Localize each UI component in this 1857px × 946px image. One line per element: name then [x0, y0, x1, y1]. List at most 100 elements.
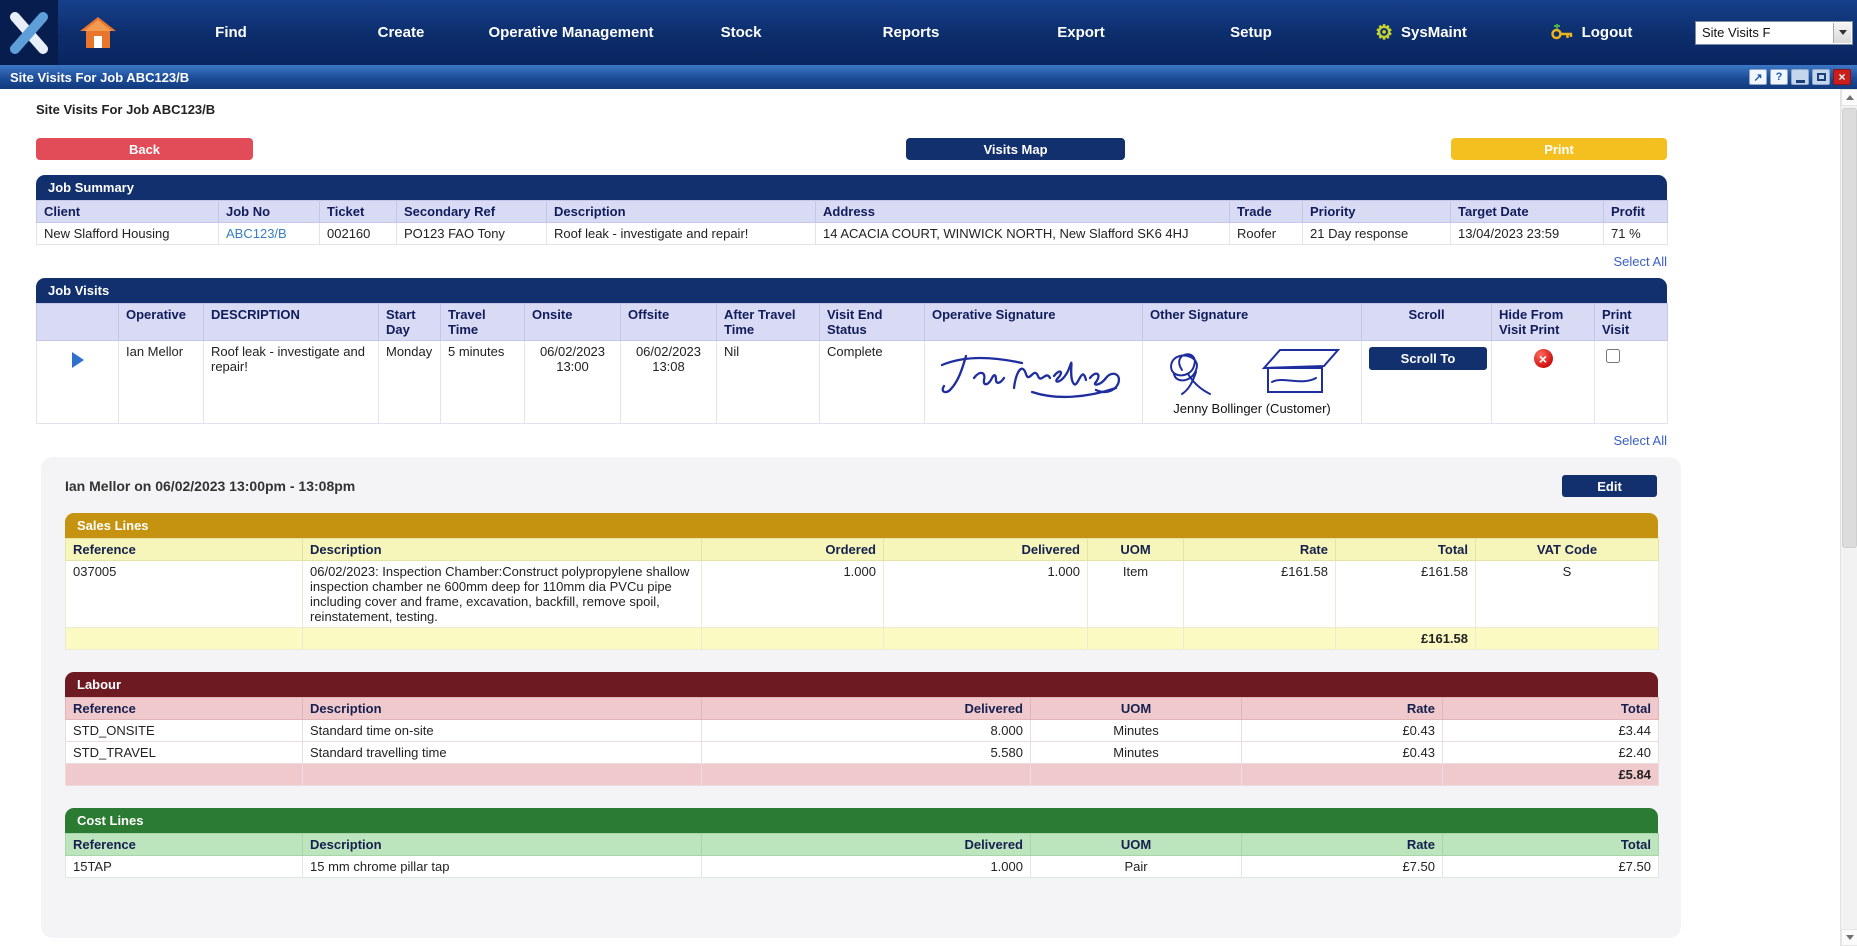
- job-visit-row: Ian Mellor Roof leak - investigate and r…: [36, 340, 1668, 424]
- cell-job-no: ABC123/B: [218, 222, 320, 245]
- select-all-link-2[interactable]: Select All: [1613, 433, 1667, 448]
- maximize-icon[interactable]: [1812, 69, 1830, 85]
- col-cost-delivered: Delivered: [701, 833, 1031, 856]
- nav-reports[interactable]: Reports: [882, 24, 940, 41]
- sales-lines-section: Sales Lines Reference Description Ordere…: [65, 513, 1659, 650]
- select-all-link[interactable]: Select All: [1613, 254, 1667, 269]
- cell-priority: 21 Day response: [1302, 222, 1451, 245]
- labour-description: Standard travelling time: [302, 741, 702, 764]
- col-sales-ordered: Ordered: [701, 538, 884, 561]
- col-onsite: Onsite: [524, 303, 621, 341]
- cost-line-total: £7.50: [1442, 855, 1659, 878]
- sales-uom: Item: [1087, 560, 1184, 628]
- labour-row: STD_TRAVEL Standard travelling time 5.58…: [65, 741, 1659, 764]
- cost-rate: £7.50: [1241, 855, 1443, 878]
- col-cost-rate: Rate: [1241, 833, 1443, 856]
- job-summary-section: Job Summary Client Job No Ticket Seconda…: [36, 175, 1668, 245]
- nav-logout[interactable]: Logout: [1506, 24, 1676, 41]
- visit-detail-title: Ian Mellor on 06/02/2023 13:00pm - 13:08…: [65, 478, 356, 494]
- job-no-link[interactable]: ABC123/B: [226, 226, 287, 241]
- edit-button[interactable]: Edit: [1562, 475, 1657, 497]
- window-title: Site Visits For Job ABC123/B: [10, 69, 190, 85]
- nav-sysmaint[interactable]: ⚙ SysMaint: [1336, 23, 1506, 43]
- nav-stock[interactable]: Stock: [720, 24, 762, 41]
- hide-from-print-icon[interactable]: ×: [1533, 349, 1553, 368]
- scrollbar-thumb[interactable]: [1842, 108, 1857, 548]
- col-visit-description: DESCRIPTION: [203, 303, 379, 341]
- scroll-down-glyph: [1845, 935, 1854, 940]
- col-sales-total: Total: [1335, 538, 1476, 561]
- scroll-to-button[interactable]: Scroll To: [1369, 347, 1487, 370]
- labour-grand-total: £5.84: [1442, 763, 1659, 786]
- nav-logout-label: Logout: [1581, 24, 1633, 41]
- action-bar: Back Visits Map Print: [36, 138, 1667, 160]
- col-target-date: Target Date: [1450, 200, 1604, 223]
- sales-description: 06/02/2023: Inspection Chamber:Construct…: [302, 560, 702, 628]
- nav-export[interactable]: Export: [1057, 24, 1105, 41]
- cell-expand: [36, 340, 119, 424]
- sales-total-spacer-4: [883, 627, 1088, 650]
- context-dropdown[interactable]: Site Visits F: [1695, 20, 1853, 45]
- sales-vat-code: S: [1475, 560, 1659, 628]
- labour-total-spacer-5: [1241, 763, 1443, 786]
- col-other-signature: Other Signature: [1142, 303, 1362, 341]
- expand-visit-arrow-icon[interactable]: [71, 352, 84, 368]
- chevron-down-icon[interactable]: [1833, 22, 1851, 43]
- minimize-icon[interactable]: [1791, 69, 1809, 85]
- labour-rate: £0.43: [1241, 741, 1443, 764]
- home-icon-glyph: [80, 17, 116, 48]
- vertical-scrollbar[interactable]: [1840, 89, 1857, 946]
- home-icon[interactable]: [70, 17, 126, 48]
- close-icon[interactable]: ×: [1833, 69, 1851, 85]
- visits-map-button[interactable]: Visits Map: [906, 138, 1125, 160]
- col-labour-total: Total: [1442, 697, 1659, 720]
- print-button[interactable]: Print: [1451, 138, 1667, 160]
- cell-client: New Slafford Housing: [36, 222, 219, 245]
- sales-rate: £161.58: [1183, 560, 1336, 628]
- labour-total-spacer-2: [302, 763, 702, 786]
- nav-sysmaint-label: SysMaint: [1401, 24, 1467, 41]
- col-address: Address: [815, 200, 1230, 223]
- cell-scroll: Scroll To: [1361, 340, 1492, 424]
- visit-detail-panel: Ian Mellor on 06/02/2023 13:00pm - 13:08…: [41, 457, 1681, 938]
- col-print-visit: Print Visit: [1594, 303, 1668, 341]
- customer-signature-image: [1170, 349, 1341, 395]
- labour-reference: STD_ONSITE: [65, 719, 303, 742]
- job-summary-header-row: Client Job No Ticket Secondary Ref Descr…: [36, 200, 1668, 223]
- sales-total-row: £161.58: [65, 627, 1659, 650]
- cell-secondary-ref: PO123 FAO Tony: [396, 222, 547, 245]
- nav-setup[interactable]: Setup: [1230, 24, 1272, 41]
- labour-table: Reference Description Delivered UOM Rate…: [65, 697, 1659, 786]
- labour-line-total: £3.44: [1442, 719, 1659, 742]
- col-labour-reference: Reference: [65, 697, 303, 720]
- main-menu: Find Create Operative Management Stock R…: [126, 24, 1336, 41]
- open-in-window-icon[interactable]: ↗: [1749, 69, 1767, 85]
- print-visit-checkbox[interactable]: [1606, 349, 1620, 363]
- scroll-up-arrow[interactable]: [1841, 89, 1857, 106]
- col-trade: Trade: [1229, 200, 1303, 223]
- sales-total-spacer-6: [1183, 627, 1336, 650]
- col-cost-description: Description: [302, 833, 702, 856]
- col-ticket: Ticket: [319, 200, 397, 223]
- labour-delivered: 5.580: [701, 741, 1031, 764]
- nav-find[interactable]: Find: [215, 24, 247, 41]
- labour-delivered: 8.000: [701, 719, 1031, 742]
- scroll-down-arrow[interactable]: [1841, 929, 1857, 946]
- select-all-bottom: Select All: [36, 433, 1667, 448]
- nav-operative-management[interactable]: Operative Management: [488, 24, 654, 41]
- col-sales-uom: UOM: [1087, 538, 1184, 561]
- col-start-day: Start Day: [378, 303, 441, 341]
- job-visits-table: Operative DESCRIPTION Start Day Travel T…: [36, 303, 1668, 424]
- col-labour-rate: Rate: [1241, 697, 1443, 720]
- col-secondary-ref: Secondary Ref: [396, 200, 547, 223]
- labour-total-spacer-1: [65, 763, 303, 786]
- back-button[interactable]: Back: [36, 138, 253, 160]
- nav-create[interactable]: Create: [377, 24, 425, 41]
- col-sales-vat-code: VAT Code: [1475, 538, 1659, 561]
- help-icon[interactable]: ?: [1770, 69, 1788, 85]
- sales-delivered: 1.000: [883, 560, 1088, 628]
- col-cost-uom: UOM: [1030, 833, 1242, 856]
- labour-section: Labour Reference Description Delivered U…: [65, 672, 1659, 786]
- col-labour-uom: UOM: [1030, 697, 1242, 720]
